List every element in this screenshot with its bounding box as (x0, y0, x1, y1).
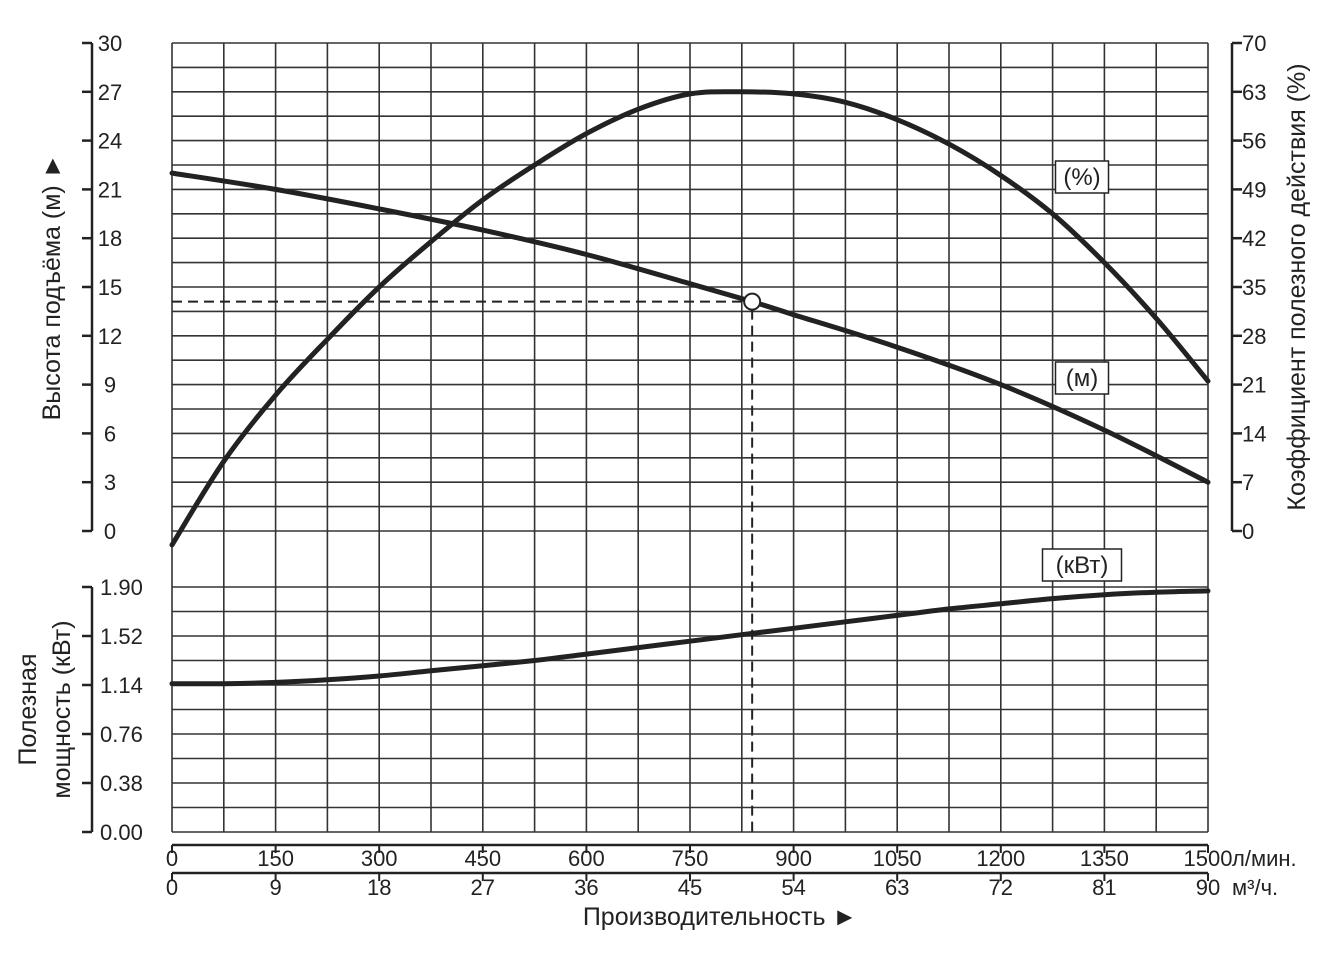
power-tick-label: 1.90 (100, 575, 143, 600)
x-unit-m3h: м³/ч. (1232, 875, 1278, 900)
right-tick-label: 7 (1242, 470, 1254, 495)
right-tick-label: 21 (1242, 373, 1266, 398)
efficiency-curve (169, 89, 1211, 548)
power-tick-label: 0.38 (100, 771, 143, 796)
x-tick-label-m3h: 36 (574, 875, 598, 900)
right-tick-label: 42 (1242, 226, 1266, 251)
curves (169, 89, 1211, 832)
x-tick-label-lmin: 600 (568, 846, 605, 871)
right-tick-label: 63 (1242, 80, 1266, 105)
series-label-box (1041, 548, 1123, 582)
x-tick-label-lmin: 0 (166, 846, 178, 871)
series-label: (%) (1063, 164, 1100, 191)
power-axis-title-line1: Полезная (14, 654, 42, 766)
left-tick-label: 30 (98, 31, 122, 56)
power-tick-label: 0.00 (100, 820, 143, 845)
x-tick-label-lmin: 1050 (873, 846, 922, 871)
power-curve (169, 588, 1211, 687)
right-axis-title: Коэффициент полезного действия (%) (1283, 63, 1311, 510)
series-label-box (1054, 361, 1110, 395)
x-tick-label-lmin: 900 (775, 846, 812, 871)
series-label-box (1054, 160, 1110, 194)
power-tick-label: 1.14 (100, 673, 143, 698)
x-tick-label-m3h: 18 (367, 875, 391, 900)
x-tick-label-lmin: 1500 (1184, 846, 1233, 871)
x-tick-label-m3h: 90 (1196, 875, 1220, 900)
x-tick-label-lmin: 1350 (1080, 846, 1129, 871)
operating-point-marker (743, 292, 762, 311)
left-axis-title: Высота подъёма (м) ► (38, 154, 66, 421)
left-tick-label: 12 (98, 324, 122, 349)
left-tick-label: 21 (98, 177, 122, 202)
left-tick-label: 9 (104, 373, 116, 398)
axes (82, 41, 1242, 881)
x-tick-label-lmin: 1200 (976, 846, 1025, 871)
x-tick-label-lmin: 300 (361, 846, 398, 871)
x-tick-label-lmin: 150 (257, 846, 294, 871)
left-tick-label: 24 (98, 129, 122, 154)
labels: 036912151821242730071421283542495663700.… (14, 31, 1311, 931)
left-tick-label: 18 (98, 226, 122, 251)
x-tick-label-m3h: 54 (781, 875, 805, 900)
x-tick-label-m3h: 0 (166, 875, 178, 900)
x-unit-lmin: л/мин. (1232, 846, 1297, 871)
right-tick-label: 14 (1242, 421, 1266, 446)
right-tick-label: 49 (1242, 177, 1266, 202)
right-tick-label: 35 (1242, 275, 1266, 300)
left-tick-label: 27 (98, 80, 122, 105)
x-tick-label-m3h: 72 (989, 875, 1013, 900)
right-tick-label: 0 (1242, 519, 1254, 544)
power-axis-title-line2: мощность (кВт) (48, 620, 76, 798)
power-tick-label: 1.52 (100, 624, 143, 649)
x-tick-label-m3h: 9 (269, 875, 281, 900)
series-label: (кВт) (1056, 552, 1109, 579)
right-tick-label: 28 (1242, 324, 1266, 349)
x-tick-label-lmin: 450 (464, 846, 501, 871)
power-tick-label: 0.76 (100, 722, 143, 747)
right-tick-label: 56 (1242, 129, 1266, 154)
left-tick-label: 6 (104, 421, 116, 446)
right-tick-label: 70 (1242, 31, 1266, 56)
head-curve (169, 170, 1211, 485)
left-tick-label: 15 (98, 275, 122, 300)
grid (171, 42, 1209, 833)
series-label: (м) (1066, 365, 1098, 392)
left-tick-label: 3 (104, 470, 116, 495)
x-axis-title: Производительность ► (583, 903, 857, 931)
x-tick-label-lmin: 750 (672, 846, 709, 871)
x-tick-label-m3h: 45 (678, 875, 702, 900)
left-tick-label: 0 (104, 519, 116, 544)
x-tick-label-m3h: 81 (1092, 875, 1116, 900)
x-tick-label-m3h: 63 (885, 875, 909, 900)
x-tick-label-m3h: 27 (471, 875, 495, 900)
